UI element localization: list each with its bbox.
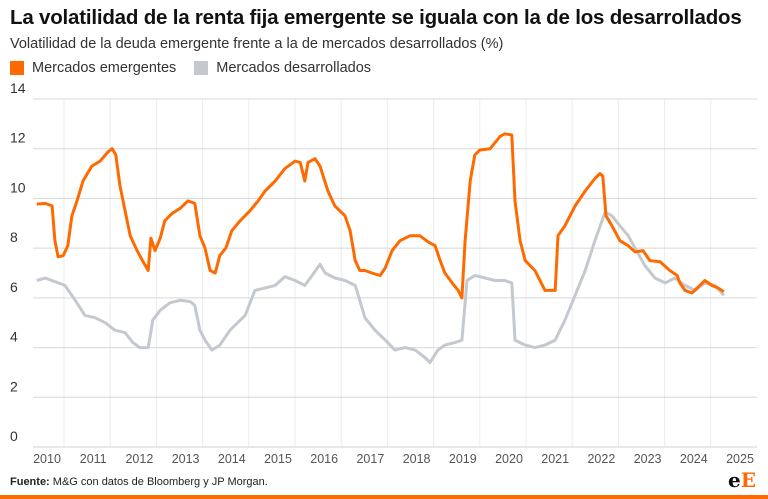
y-tick-label: 10 [10, 179, 26, 195]
legend-swatch-emergentes [10, 61, 24, 75]
publisher-logo: eE [728, 468, 756, 492]
series-line-desarrollados [36, 210, 725, 364]
legend-label-desarrollados: Mercados desarrollados [216, 60, 372, 76]
source-text: M&G con datos de Bloomberg y JP Morgan. [49, 476, 268, 488]
legend-item-desarrollados: Mercados desarrollados [194, 60, 371, 76]
x-tick-label: 2012 [125, 452, 153, 466]
y-tick-label: 2 [10, 378, 18, 394]
chart-subtitle: Volatilidad de la deuda emergente frente… [10, 36, 504, 52]
x-tick-label: 2016 [310, 452, 338, 466]
x-tick-label: 2019 [449, 452, 477, 466]
x-tick-label: 2013 [172, 452, 200, 466]
y-tick-label: 4 [10, 329, 18, 345]
x-tick-label: 2014 [218, 452, 246, 466]
x-tick-label: 2022 [587, 452, 615, 466]
x-tick-label: 2011 [80, 452, 107, 466]
x-tick-label: 2015 [264, 452, 292, 466]
series-line-emergentes [36, 132, 725, 300]
x-tick-label: 2023 [634, 452, 662, 466]
x-tick-label: 2018 [403, 452, 431, 466]
legend: Mercados emergentes Mercados desarrollad… [10, 60, 371, 76]
legend-swatch-desarrollados [194, 61, 209, 75]
x-tick-label: 2017 [356, 452, 384, 466]
y-tick-label: 14 [10, 80, 26, 96]
x-tick-label: 2020 [495, 452, 523, 466]
source-label: Fuente: [10, 476, 50, 488]
x-tick-label: 2021 [541, 452, 569, 466]
source-note: Fuente: M&G con datos de Bloomberg y JP … [10, 476, 268, 488]
x-tick-label: 2010 [33, 452, 61, 466]
chart-title: La volatilidad de la renta fija emergent… [10, 6, 742, 29]
legend-label-emergentes: Mercados emergentes [32, 60, 177, 76]
legend-item-emergentes: Mercados emergentes [10, 60, 176, 76]
x-tick-label: 2024 [680, 452, 708, 466]
y-tick-label: 8 [10, 229, 18, 245]
y-tick-label: 0 [10, 428, 18, 444]
bottom-accent-bar [0, 495, 768, 499]
x-tick-label: 2025 [726, 452, 754, 466]
line-chart: 0 2 4 6 8 10 12 14 2010 2011 2012 2013 2014 2015 2016 2… [10, 80, 757, 466]
y-tick-label: 12 [10, 130, 26, 146]
y-tick-label: 6 [10, 279, 18, 295]
